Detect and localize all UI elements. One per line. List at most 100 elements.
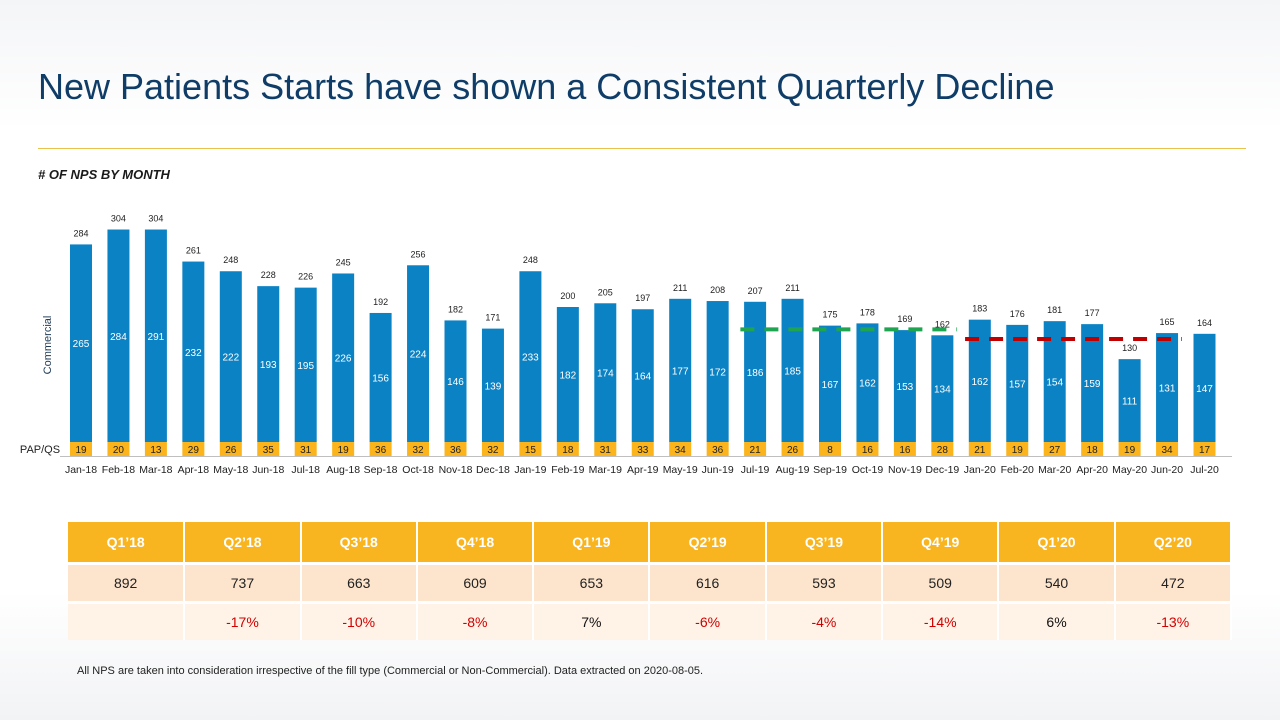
total-label: 248 (223, 255, 238, 265)
commercial-value-label: 226 (335, 354, 352, 365)
bar-papqs (332, 442, 355, 456)
x-tick-label: Apr-18 (178, 464, 210, 476)
papqs-value-label: 13 (150, 445, 162, 456)
papqs-value-label: 20 (113, 445, 125, 456)
bar-commercial (893, 330, 916, 442)
quarter-value: 593 (765, 565, 884, 601)
bar-papqs (219, 442, 242, 456)
bar-commercial (856, 323, 879, 442)
papqs-value-label: 35 (263, 445, 275, 456)
quarter-change: -13% (1114, 604, 1233, 640)
commercial-value-label: 193 (260, 360, 277, 371)
bar-papqs (1081, 442, 1104, 456)
total-label: 171 (485, 313, 500, 323)
quarter-header: Q3’18 (300, 522, 418, 562)
x-tick-label: Jul-19 (741, 464, 770, 476)
bar-papqs (369, 442, 392, 456)
x-tick-label: Jun-18 (252, 464, 284, 476)
commercial-value-label: 195 (297, 361, 314, 372)
commercial-axis-label: Commercial (42, 316, 54, 375)
quarter-change: -17% (184, 604, 302, 640)
papqs-value-label: 36 (712, 445, 724, 456)
bar-commercial (444, 320, 467, 442)
bar-papqs (407, 442, 430, 456)
x-tick-label: Apr-20 (1076, 464, 1108, 476)
bar-commercial (706, 301, 729, 442)
bar-commercial (1006, 324, 1029, 442)
quarterly-summary-table: Q1’18 Q2’18 Q3’18 Q4’18 Q1’19 Q2’19 Q3’19 Q4’19… (68, 522, 1233, 640)
total-label: 248 (523, 255, 538, 265)
chart-subtitle: # OF NPS BY MONTH (38, 167, 170, 182)
total-label: 181 (1047, 305, 1062, 315)
papqs-value-label: 8 (827, 445, 833, 456)
bar-commercial (1118, 359, 1141, 442)
title-divider (38, 148, 1246, 149)
quarter-value: 540 (998, 565, 1116, 601)
papqs-value-label: 21 (750, 445, 762, 456)
bar-papqs (556, 442, 579, 456)
bar-commercial (519, 271, 542, 442)
quarter-value: 737 (184, 565, 302, 601)
commercial-value-label: 156 (372, 373, 389, 384)
bar-papqs (669, 442, 692, 456)
bar-commercial (1156, 333, 1179, 442)
x-tick-label: Mar-20 (1038, 464, 1071, 476)
bar-papqs (1156, 442, 1179, 456)
x-tick-label: Dec-18 (476, 464, 510, 476)
bar-commercial (1081, 324, 1104, 442)
papqs-value-label: 19 (1012, 445, 1024, 456)
nps-stacked-bar-chart: Commercial PAP/QS 284 265 19 Jan-18 304 284 20 Fe… (20, 214, 1232, 476)
papqs-value-label: 36 (375, 445, 387, 456)
quarter-header: Q2’19 (649, 522, 767, 562)
x-tick-label: Feb-18 (102, 464, 135, 476)
total-label: 211 (785, 283, 799, 293)
papqs-axis-label: PAP/QS (20, 444, 60, 456)
total-label: 200 (560, 291, 575, 301)
total-label: 207 (748, 286, 763, 296)
bar-papqs (182, 442, 205, 456)
x-tick-label: Nov-19 (888, 464, 922, 476)
x-tick-label: Apr-19 (627, 464, 659, 476)
commercial-value-label: 232 (185, 348, 202, 359)
total-label: 130 (1122, 343, 1137, 353)
papqs-value-label: 32 (487, 445, 499, 456)
bar-papqs (70, 442, 92, 456)
commercial-value-label: 157 (1009, 379, 1026, 390)
papqs-value-label: 16 (899, 445, 911, 456)
x-tick-label: Aug-19 (776, 464, 810, 476)
x-tick-label: May-19 (663, 464, 698, 476)
papqs-value-label: 33 (637, 445, 649, 456)
bar-papqs (257, 442, 280, 456)
commercial-value-label: 162 (971, 377, 988, 388)
total-label: 205 (598, 287, 613, 297)
papqs-value-label: 16 (862, 445, 874, 456)
x-tick-label: Sep-19 (813, 464, 847, 476)
x-tick-label: Oct-19 (852, 464, 884, 476)
bar-commercial (1193, 333, 1216, 442)
total-label: 192 (373, 297, 388, 307)
commercial-value-label: 154 (1046, 378, 1063, 389)
commercial-value-label: 177 (672, 366, 689, 377)
total-label: 162 (935, 319, 950, 329)
quarter-value: 509 (882, 565, 1000, 601)
total-label: 304 (111, 214, 126, 224)
total-label: 175 (822, 310, 837, 320)
quarter-change: -4% (765, 604, 884, 640)
bar-papqs (107, 442, 130, 456)
quarter-value: 663 (300, 565, 418, 601)
bar-commercial (556, 307, 579, 442)
papqs-value-label: 18 (1087, 445, 1099, 456)
commercial-value-label: 162 (859, 379, 876, 390)
bar-commercial (144, 229, 167, 442)
commercial-value-label: 111 (1122, 397, 1138, 408)
bar-commercial (931, 335, 954, 442)
quarter-header: Q4’18 (416, 522, 535, 562)
papqs-value-label: 21 (974, 445, 986, 456)
commercial-value-label: 172 (709, 368, 726, 379)
page-title: New Patients Starts have shown a Consist… (38, 66, 1055, 107)
total-label: 182 (448, 304, 463, 314)
x-tick-label: Jan-20 (964, 464, 996, 476)
papqs-value-label: 34 (1161, 445, 1173, 456)
quarter-change: 7% (533, 604, 651, 640)
quarter-header: Q2’18 (184, 522, 302, 562)
